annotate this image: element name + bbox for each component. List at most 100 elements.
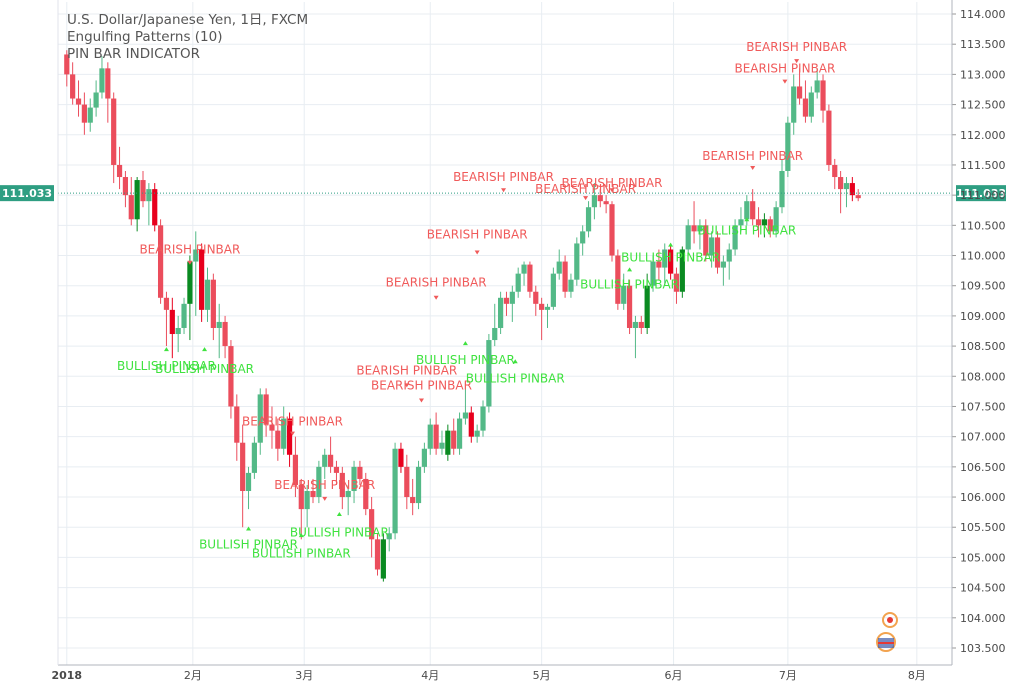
candle-body bbox=[521, 264, 527, 274]
y-tick-label: 114.000 bbox=[960, 8, 1006, 21]
candle bbox=[685, 219, 691, 256]
candle bbox=[603, 195, 609, 214]
bearish-pinbar-label: BEARISH PINBAR bbox=[427, 227, 528, 241]
y-tick-label: 108.500 bbox=[960, 340, 1006, 353]
candle-body bbox=[843, 183, 850, 190]
candle-body bbox=[808, 92, 814, 117]
candle bbox=[779, 158, 785, 214]
bullish-pin-marker bbox=[627, 267, 633, 272]
candle bbox=[673, 267, 680, 304]
candle-body bbox=[738, 219, 744, 226]
candle-body bbox=[281, 418, 287, 449]
candle bbox=[316, 460, 322, 504]
y-tick-label: 113.000 bbox=[960, 68, 1006, 81]
candle-body bbox=[322, 454, 328, 467]
candle-body bbox=[245, 472, 252, 492]
candle-body bbox=[744, 201, 750, 220]
study-pinbar-label[interactable]: PIN BAR INDICATOR bbox=[67, 46, 201, 62]
y-tick-label: 103.500 bbox=[960, 642, 1006, 655]
bullish-pin-marker bbox=[336, 511, 342, 516]
candle-body bbox=[451, 430, 457, 449]
candle-body bbox=[709, 237, 715, 256]
candle bbox=[480, 400, 486, 437]
chart-logo-badge[interactable] bbox=[872, 612, 920, 652]
candle-body bbox=[544, 306, 551, 310]
candle-body bbox=[785, 122, 791, 171]
candle-body bbox=[591, 195, 597, 208]
right-price-badge-text: 111.033 bbox=[956, 187, 1006, 200]
logo-flag-stripe bbox=[878, 642, 894, 644]
candle bbox=[451, 418, 457, 455]
candle-body bbox=[820, 80, 826, 111]
candle-body bbox=[539, 303, 545, 310]
candle-body bbox=[468, 412, 474, 437]
candle bbox=[720, 255, 726, 286]
candle bbox=[656, 249, 662, 280]
bullish-pinbar-label: BULLISH PINBAR bbox=[252, 546, 351, 560]
bullish-pin-marker bbox=[744, 217, 750, 222]
bearish-pinbar-label: BEARISH PINBAR bbox=[702, 149, 803, 163]
candles-layer bbox=[64, 50, 861, 582]
candle-body bbox=[333, 466, 340, 473]
candle-body bbox=[673, 273, 680, 292]
bullish-pinbar-label: BULLISH PINBAR bbox=[697, 223, 796, 237]
left-price-badge-text: 111.033 bbox=[2, 187, 52, 200]
candle-body bbox=[498, 297, 504, 328]
candle-body bbox=[415, 466, 422, 504]
candle bbox=[111, 92, 117, 184]
last-price-line: 111.033 111.033 bbox=[0, 185, 1006, 202]
x-tick-label: 5月 bbox=[533, 669, 551, 682]
candle bbox=[568, 273, 574, 298]
candle-body bbox=[503, 297, 510, 304]
bullish-pin-marker bbox=[512, 359, 518, 364]
bullish-pin-marker bbox=[298, 533, 304, 538]
candle bbox=[621, 273, 627, 310]
candle-body bbox=[761, 219, 768, 226]
candle bbox=[415, 460, 422, 510]
logo-ring-bottom bbox=[876, 632, 896, 652]
candle-body bbox=[99, 68, 105, 93]
candle-body bbox=[234, 406, 240, 443]
candle-body bbox=[697, 225, 703, 232]
candle bbox=[216, 303, 222, 359]
candle-body bbox=[134, 180, 140, 220]
candle bbox=[374, 533, 381, 576]
candle bbox=[585, 201, 592, 238]
candle-body bbox=[87, 107, 93, 123]
candle bbox=[304, 484, 310, 528]
symbol-title[interactable]: U.S. Dollar/Japanese Yen, 1日, FXCM bbox=[67, 12, 309, 28]
candle bbox=[398, 442, 404, 473]
candle-body bbox=[128, 195, 134, 220]
candle bbox=[492, 303, 498, 347]
candle bbox=[286, 412, 293, 467]
candle-body bbox=[169, 309, 175, 335]
candle-body bbox=[626, 285, 633, 328]
candle-body bbox=[638, 321, 644, 328]
candle bbox=[193, 231, 199, 316]
candle-body bbox=[691, 225, 697, 232]
bearish-pin-marker bbox=[501, 188, 507, 193]
axes-layer: 114.000 113.500 113.000 112.500 112.000 111.5… bbox=[51, 0, 1006, 682]
study-engulfing-label[interactable]: Engulfing Patterns (10) bbox=[67, 29, 223, 45]
candle-body bbox=[533, 291, 539, 304]
candle bbox=[257, 388, 263, 455]
x-tick-label: 8月 bbox=[908, 669, 926, 682]
candle bbox=[392, 442, 398, 540]
y-tick-label: 104.000 bbox=[960, 612, 1006, 625]
y-tick-label: 111.500 bbox=[960, 159, 1006, 172]
bearish-pinbar-label: BEARISH PINBAR bbox=[746, 40, 847, 54]
candle bbox=[64, 50, 70, 87]
candle-body bbox=[838, 177, 844, 190]
right-price-badge bbox=[956, 185, 1006, 202]
candle-body bbox=[316, 466, 322, 498]
candle bbox=[363, 472, 369, 516]
y-tick-label: 112.000 bbox=[960, 129, 1006, 142]
candle bbox=[638, 315, 644, 335]
candle bbox=[591, 183, 597, 220]
candle bbox=[767, 216, 773, 238]
bearish-pinbar-label: BEARISH PINBAR bbox=[734, 61, 835, 75]
bullish-pin-marker bbox=[163, 347, 169, 352]
candle bbox=[849, 177, 855, 202]
